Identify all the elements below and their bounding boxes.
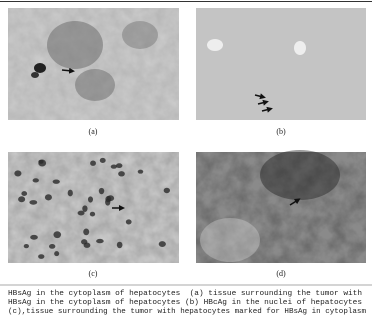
nucleus — [118, 171, 125, 177]
nucleus — [54, 251, 60, 257]
nucleus — [90, 160, 96, 166]
nucleus — [116, 241, 123, 249]
nucleus — [89, 211, 96, 217]
nucleus — [163, 187, 170, 194]
nucleus — [87, 196, 93, 203]
nucleus — [98, 187, 105, 195]
nucleus — [32, 178, 39, 183]
panel-label: (a) — [89, 127, 98, 136]
nucleus — [21, 191, 28, 197]
nucleus — [82, 205, 88, 212]
caption-line: (c),tissue surrounding the tumor with he… — [8, 308, 367, 316]
micrograph-c — [8, 152, 179, 263]
micrograph-d — [196, 150, 366, 263]
caption-line: HBsAg in the cytoplasm of hepatocytes (b… — [8, 299, 362, 307]
nucleus — [52, 179, 60, 184]
nucleus — [23, 244, 29, 249]
nucleus — [38, 159, 44, 164]
nucleus — [48, 244, 56, 249]
nucleus — [67, 189, 73, 197]
nucleus — [125, 219, 132, 225]
nucleus — [14, 170, 22, 177]
nucleus — [105, 198, 111, 206]
nucleus — [110, 164, 117, 169]
nucleus — [53, 231, 62, 239]
panel-label: (d) — [276, 269, 286, 278]
micrograph-a — [8, 8, 179, 120]
micrograph-b — [196, 8, 366, 120]
nucleus — [96, 238, 104, 244]
nucleus — [44, 194, 52, 201]
panel-label: (c) — [89, 269, 98, 278]
nucleus — [115, 163, 123, 169]
nucleus — [83, 242, 91, 248]
nucleus — [30, 234, 38, 240]
nucleus — [137, 169, 144, 174]
nucleus — [29, 200, 38, 205]
nucleus — [77, 210, 85, 216]
nucleus — [158, 241, 166, 247]
nucleus — [83, 228, 90, 236]
panel-label: (b) — [276, 127, 286, 136]
nucleus — [18, 196, 26, 203]
nucleus — [38, 254, 45, 259]
nucleus — [99, 157, 106, 163]
caption-line: HBsAg in the cytoplasm of hepatocytes (a… — [8, 290, 362, 298]
